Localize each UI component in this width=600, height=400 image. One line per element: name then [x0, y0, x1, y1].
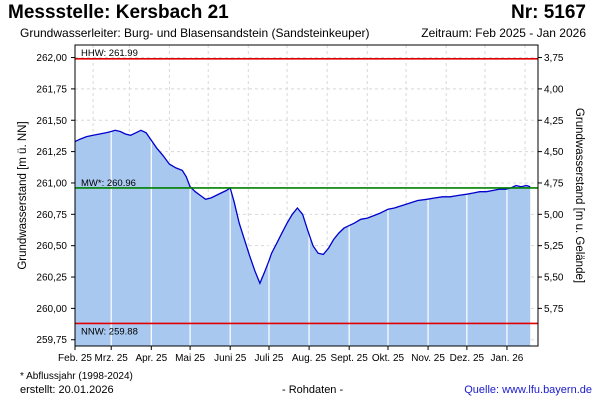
- reference-lines-layer: HHW: 261.99 MW*: 260.96 NNW: 259.88: [75, 48, 538, 337]
- x-tick-label: Sept. 25: [331, 353, 369, 364]
- page-title: Messstelle: Kersbach 21: [8, 2, 229, 23]
- aquifer-label: Grundwasserleiter: Burg- und Blasensands…: [20, 26, 370, 40]
- area-layer: [75, 130, 531, 346]
- station-number: Nr: 5167: [511, 2, 586, 23]
- mw-label: MW*: 260.96: [81, 178, 136, 189]
- y2-tick-label: 4,00: [544, 84, 564, 95]
- y2-tick-label: 4,75: [544, 178, 564, 189]
- x-tick-label: Apr. 25: [135, 353, 167, 364]
- series-area: [75, 130, 531, 346]
- y-tick-label: 259,75: [36, 335, 67, 346]
- y2-tick-label: 4,25: [544, 116, 564, 127]
- y-tick-label: 261,50: [36, 116, 67, 127]
- y-tick-label: 260,00: [36, 304, 67, 315]
- x-tick-label: Okt. 25: [372, 353, 405, 364]
- y2-tick-label: 5,25: [544, 241, 564, 252]
- y2-tick-label: 5,75: [544, 304, 564, 315]
- x-tick-label: Feb. 25: [58, 353, 92, 364]
- y-tick-label: 262,00: [36, 53, 67, 64]
- groundwater-chart: HHW: 261.99 MW*: 260.96 NNW: 259.88 262,00…: [17, 44, 585, 364]
- period-label: Zeitraum: Feb 2025 - Jan 2026: [421, 26, 586, 40]
- y-tick-label: 261,75: [36, 84, 67, 95]
- series-layer: [74, 129, 531, 286]
- y-tick-label: 260,25: [36, 273, 67, 284]
- raw-data-label: - Rohdaten -: [282, 384, 344, 396]
- x-tick-label: Juni 25: [214, 353, 247, 364]
- source-link[interactable]: Quelle: www.lfu.bayern.de: [464, 384, 592, 396]
- series-line: [74, 129, 531, 286]
- y-tick-label: 261,00: [36, 178, 67, 189]
- y2-tick-label: 5,00: [544, 210, 564, 221]
- axes-layer: 262,00 261,75 261,50 261,25 261,00 260,75 260,…: [17, 44, 585, 364]
- nnw-label: NNW: 259.88: [81, 326, 138, 337]
- month-grid-layer: [110, 45, 508, 346]
- footnote: * Abflussjahr (1998-2024): [20, 371, 133, 382]
- x-tick-label: Mrz. 25: [95, 353, 129, 364]
- y2-tick-label: 4,50: [544, 147, 564, 158]
- y-tick-label: 260,75: [36, 210, 67, 221]
- y2-axis-title: Grundwasserstand [m u. Gelände]: [573, 108, 585, 283]
- created-date: erstellt: 20.01.2026: [20, 384, 114, 396]
- x-tick-label: Nov. 25: [411, 353, 445, 364]
- y-tick-label: 261,25: [36, 147, 67, 158]
- plot-frame: [74, 44, 539, 347]
- y2-tick-label: 5,50: [544, 273, 564, 284]
- y-axis-title: Grundwasserstand [m ü. NN]: [17, 121, 29, 269]
- x-tick-label: Juli 25: [255, 353, 284, 364]
- x-tick-label: Jan. 26: [491, 353, 524, 364]
- y-tick-label: 260,50: [36, 241, 67, 252]
- x-tick-label: Dez. 25: [450, 353, 485, 364]
- y2-tick-label: 3,75: [544, 53, 564, 64]
- hhw-label: HHW: 261.99: [81, 48, 138, 59]
- x-tick-label: Aug. 25: [292, 353, 327, 364]
- x-tick-label: Mai 25: [175, 353, 205, 364]
